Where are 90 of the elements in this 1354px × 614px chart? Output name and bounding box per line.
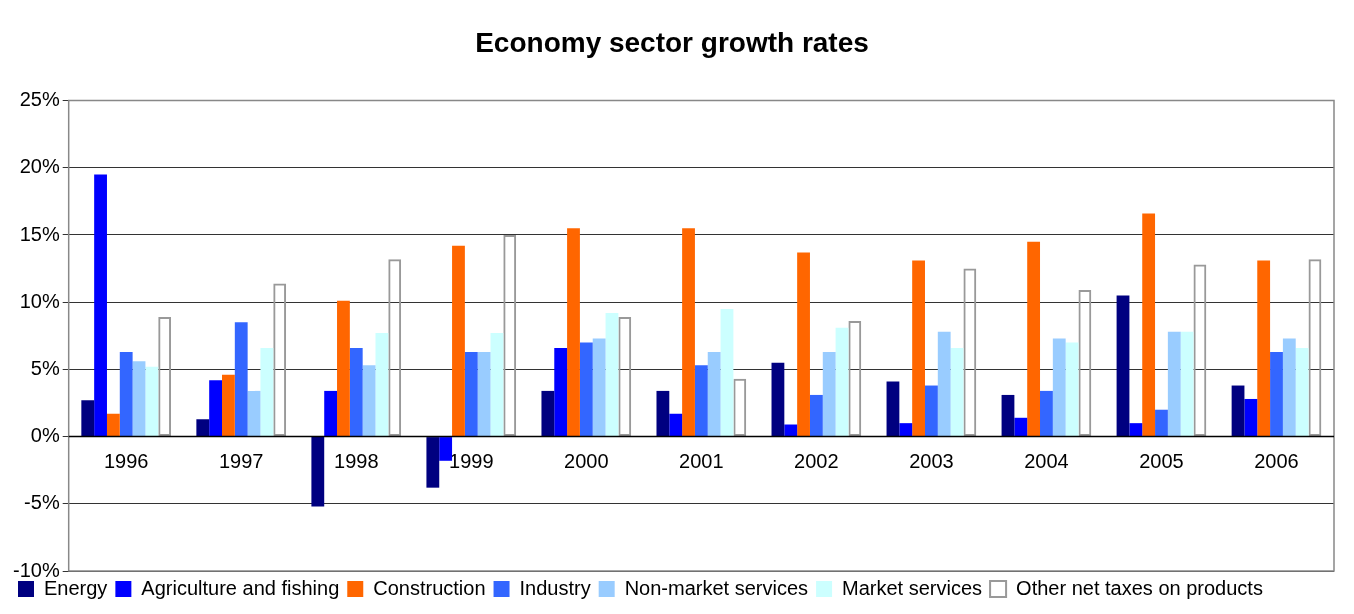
legend-label: Industry — [519, 576, 591, 599]
bar — [567, 228, 580, 437]
bar — [324, 390, 338, 437]
bar — [1257, 260, 1271, 437]
bar — [1014, 417, 1028, 437]
bar — [809, 394, 823, 437]
y-tick-label: 15% — [19, 222, 60, 245]
bar — [1155, 409, 1168, 437]
bar — [337, 300, 350, 437]
bar — [1027, 241, 1041, 437]
bar — [490, 333, 504, 437]
x-tick-label: 2005 — [1139, 450, 1184, 473]
bar — [426, 437, 440, 488]
bar — [1295, 347, 1309, 437]
bar — [1129, 423, 1143, 437]
bar — [1180, 331, 1194, 437]
bar — [707, 351, 721, 437]
bar — [899, 423, 913, 437]
bar — [362, 365, 376, 437]
bar — [106, 413, 120, 437]
bar — [1282, 338, 1296, 437]
bar — [950, 347, 964, 437]
bar — [720, 308, 734, 437]
x-tick-label: 2001 — [679, 450, 724, 473]
bar — [1142, 213, 1156, 437]
bar — [1052, 338, 1066, 437]
bar — [260, 347, 274, 437]
x-tick-label: 2003 — [909, 450, 954, 473]
bar — [1040, 390, 1053, 437]
bar — [234, 322, 248, 437]
bar — [196, 419, 210, 437]
bar — [797, 252, 810, 437]
y-tick-label: 5% — [30, 356, 60, 379]
x-tick-label: 1999 — [449, 450, 494, 473]
bar — [554, 347, 568, 437]
legend-label: Other net taxes on products — [1016, 576, 1263, 599]
bar — [311, 437, 325, 507]
bar — [1001, 394, 1015, 437]
x-tick-label: 2006 — [1254, 450, 1299, 473]
y-tick-label: 20% — [19, 155, 60, 178]
legend-label: Non-market services — [624, 576, 809, 599]
bar — [119, 351, 133, 437]
bar — [669, 413, 683, 437]
y-tick-label: 25% — [19, 88, 60, 111]
legend-label: Market services — [842, 576, 983, 599]
legend-label: Construction — [373, 576, 486, 599]
bar — [375, 333, 389, 437]
bar — [1231, 385, 1245, 437]
bar — [464, 351, 478, 437]
bar — [209, 380, 223, 437]
bar — [784, 424, 798, 437]
bar — [592, 338, 606, 437]
bar — [452, 245, 465, 437]
x-tick-label: 2004 — [1024, 450, 1069, 473]
bar — [886, 381, 900, 437]
x-tick-label: 1996 — [103, 450, 149, 473]
bar — [579, 342, 593, 437]
y-tick-label: -5% — [24, 491, 60, 514]
chart-title: Economy sector growth rates — [475, 26, 869, 58]
bar — [835, 327, 849, 437]
bar — [541, 390, 555, 437]
bar — [1065, 342, 1079, 437]
bar — [94, 174, 107, 437]
bar — [81, 400, 95, 437]
bar — [656, 390, 670, 437]
bar — [771, 362, 785, 437]
legend-label: Agriculture and fishing — [141, 576, 340, 599]
bar — [1167, 331, 1181, 437]
bar — [924, 385, 938, 437]
bar — [937, 331, 951, 437]
bar — [1244, 398, 1258, 437]
bar — [349, 347, 363, 437]
x-tick-label: 2002 — [794, 450, 839, 473]
bar — [822, 351, 836, 437]
x-tick-label: 1998 — [334, 450, 379, 473]
x-tick-label: 2000 — [564, 450, 609, 473]
bar — [132, 361, 146, 437]
bar — [694, 365, 708, 437]
y-tick-label: 10% — [19, 289, 60, 312]
bar — [247, 390, 261, 437]
bar — [1116, 295, 1130, 437]
bar — [605, 312, 619, 437]
bar — [477, 351, 491, 437]
bar — [145, 366, 159, 437]
bar — [912, 260, 925, 437]
bar — [222, 374, 235, 437]
y-tick-label: 0% — [30, 424, 60, 447]
bar — [682, 228, 695, 437]
bar — [1270, 351, 1283, 437]
x-tick-label: 1997 — [218, 450, 264, 473]
